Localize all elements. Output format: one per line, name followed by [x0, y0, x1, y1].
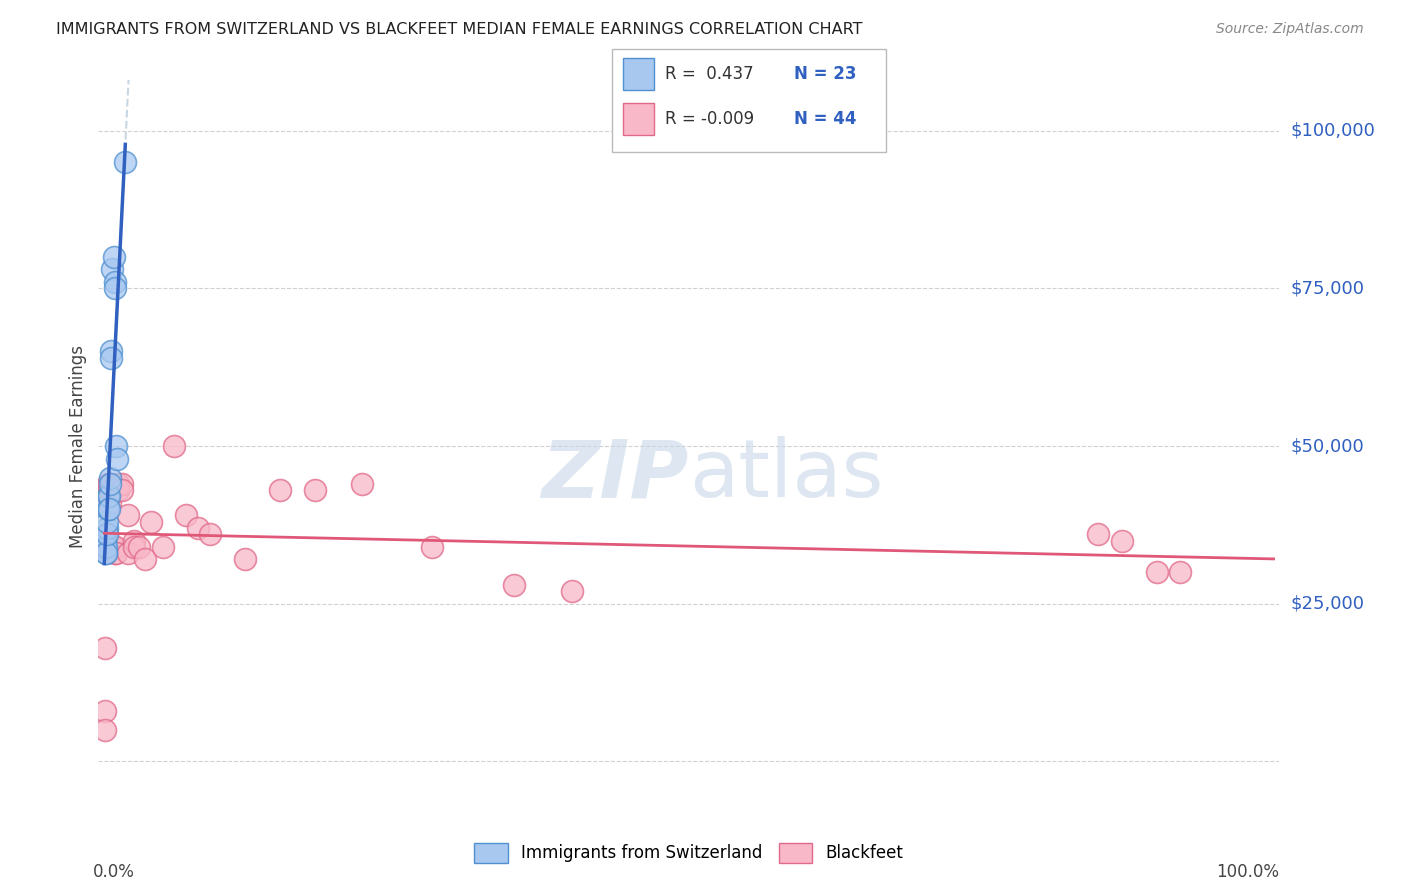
Point: [304, 483, 326, 497]
Text: $50,000: $50,000: [1291, 437, 1364, 455]
Point: [122, 540, 145, 554]
Point: [104, 281, 127, 295]
Point: [350, 476, 373, 491]
Point: [233, 552, 256, 566]
Point: [139, 515, 162, 529]
Point: [94, 540, 117, 554]
Point: [96, 527, 118, 541]
Point: [1111, 533, 1133, 548]
Point: [105, 451, 128, 466]
Point: [269, 483, 291, 497]
Point: [94, 546, 117, 560]
Point: [94, 704, 117, 718]
Point: [100, 344, 122, 359]
Text: $75,000: $75,000: [1291, 279, 1365, 297]
Text: atlas: atlas: [689, 436, 883, 515]
Text: 100.0%: 100.0%: [1216, 863, 1279, 881]
Text: ZIP: ZIP: [541, 436, 689, 515]
Point: [107, 476, 129, 491]
Point: [107, 483, 129, 497]
Point: [97, 476, 120, 491]
Point: [420, 540, 443, 554]
Point: [96, 521, 118, 535]
Point: [104, 546, 127, 560]
Point: [94, 533, 117, 548]
Text: N = 44: N = 44: [794, 110, 856, 128]
Point: [103, 540, 125, 554]
Point: [94, 640, 117, 655]
Text: R = -0.009: R = -0.009: [665, 110, 754, 128]
Point: [94, 546, 117, 560]
Point: [98, 490, 121, 504]
Point: [98, 496, 121, 510]
Point: [152, 540, 174, 554]
Point: [187, 521, 209, 535]
Point: [101, 262, 124, 277]
Point: [98, 470, 121, 484]
Point: [111, 483, 134, 497]
Point: [128, 540, 150, 554]
Point: [117, 508, 139, 523]
Point: [198, 527, 221, 541]
Point: [94, 533, 117, 548]
Point: [94, 723, 117, 737]
Text: N = 23: N = 23: [794, 65, 856, 83]
Point: [100, 476, 122, 491]
Point: [117, 546, 139, 560]
Y-axis label: Median Female Earnings: Median Female Earnings: [69, 344, 87, 548]
Text: $25,000: $25,000: [1291, 595, 1365, 613]
Point: [97, 476, 120, 491]
Point: [163, 439, 186, 453]
Point: [100, 483, 122, 497]
Point: [97, 502, 120, 516]
Point: [97, 490, 120, 504]
Point: [97, 540, 120, 554]
Point: [104, 439, 127, 453]
Text: IMMIGRANTS FROM SWITZERLAND VS BLACKFEET MEDIAN FEMALE EARNINGS CORRELATION CHAR: IMMIGRANTS FROM SWITZERLAND VS BLACKFEET…: [56, 22, 863, 37]
Text: $100,000: $100,000: [1291, 121, 1375, 140]
Point: [97, 502, 120, 516]
Point: [111, 476, 134, 491]
Point: [98, 476, 121, 491]
Point: [104, 546, 127, 560]
Text: 0.0%: 0.0%: [93, 863, 135, 881]
Point: [122, 533, 145, 548]
Point: [1146, 565, 1168, 579]
Point: [114, 155, 136, 169]
Point: [104, 540, 127, 554]
Point: [1168, 565, 1191, 579]
Point: [174, 508, 197, 523]
Point: [97, 490, 120, 504]
Point: [103, 250, 125, 264]
Point: [502, 578, 524, 592]
Point: [101, 540, 124, 554]
Point: [104, 275, 127, 289]
Point: [100, 351, 122, 365]
Point: [96, 515, 118, 529]
Text: Source: ZipAtlas.com: Source: ZipAtlas.com: [1216, 22, 1364, 37]
Point: [1087, 527, 1109, 541]
Point: [561, 584, 583, 599]
Point: [96, 527, 118, 541]
Text: R =  0.437: R = 0.437: [665, 65, 754, 83]
Point: [134, 552, 156, 566]
Legend: Immigrants from Switzerland, Blackfeet: Immigrants from Switzerland, Blackfeet: [468, 837, 910, 869]
Point: [97, 483, 120, 497]
